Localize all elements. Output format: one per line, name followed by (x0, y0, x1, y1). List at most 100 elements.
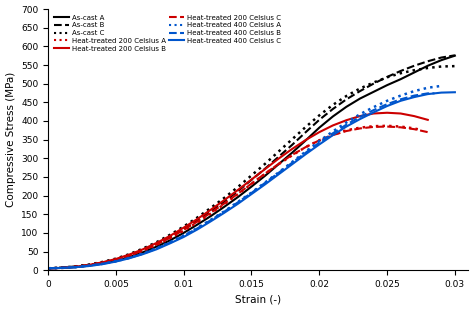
Heat-treated 400 Celsius C (221, 211, 227, 215)
Heat-treated 400 Celsius B (357, 115, 363, 119)
Line: Heat-treated 400 Celsius B: Heat-treated 400 Celsius B (48, 93, 435, 268)
As-cast C (235, 185, 241, 189)
As-cast C (384, 75, 390, 79)
Heat-treated 200 Celsius B (127, 253, 132, 256)
Heat-treated 400 Celsius C (167, 241, 173, 245)
Heat-treated 200 Celsius B (140, 247, 146, 251)
As-cast B (167, 236, 173, 239)
Heat-treated 400 Celsius B (330, 131, 336, 135)
Heat-treated 400 Celsius A (140, 251, 146, 255)
Heat-treated 200 Celsius B (371, 112, 376, 115)
Heat-treated 400 Celsius B (181, 234, 187, 238)
Line: As-cast B: As-cast B (48, 55, 455, 268)
As-cast B (59, 266, 64, 269)
Heat-treated 400 Celsius B (86, 264, 91, 268)
Heat-treated 400 Celsius B (208, 218, 214, 222)
As-cast A (167, 238, 173, 242)
As-cast B (276, 155, 282, 159)
Heat-treated 400 Celsius A (411, 89, 417, 93)
Heat-treated 400 Celsius B (425, 91, 430, 95)
Heat-treated 200 Celsius A (181, 229, 187, 232)
Heat-treated 400 Celsius C (276, 172, 282, 176)
As-cast A (100, 262, 105, 265)
Heat-treated 200 Celsius C (289, 153, 295, 157)
Heat-treated 400 Celsius B (73, 265, 78, 269)
As-cast C (398, 71, 403, 75)
Heat-treated 200 Celsius A (127, 254, 132, 258)
As-cast A (262, 174, 268, 178)
Heat-treated 400 Celsius C (154, 247, 159, 251)
As-cast C (45, 266, 51, 270)
Heat-treated 200 Celsius C (249, 182, 255, 185)
As-cast A (59, 266, 64, 270)
As-cast C (194, 216, 200, 219)
Heat-treated 200 Celsius C (113, 258, 118, 262)
Line: Heat-treated 200 Celsius A: Heat-treated 200 Celsius A (48, 126, 421, 268)
Heat-treated 400 Celsius B (100, 262, 105, 266)
Heat-treated 400 Celsius C (425, 92, 430, 96)
Heat-treated 200 Celsius C (303, 145, 309, 149)
As-cast A (452, 54, 458, 58)
Heat-treated 400 Celsius A (438, 84, 444, 88)
As-cast B (181, 227, 187, 231)
As-cast A (86, 264, 91, 268)
As-cast B (235, 189, 241, 193)
As-cast A (194, 223, 200, 227)
As-cast B (330, 107, 336, 111)
Heat-treated 200 Celsius C (59, 266, 64, 270)
Heat-treated 200 Celsius B (45, 266, 51, 270)
Heat-treated 400 Celsius C (140, 252, 146, 256)
As-cast A (249, 185, 255, 188)
As-cast A (276, 162, 282, 166)
Heat-treated 200 Celsius A (262, 172, 268, 176)
Heat-treated 400 Celsius B (221, 210, 227, 214)
Heat-treated 400 Celsius C (262, 183, 268, 186)
As-cast B (438, 56, 444, 60)
As-cast C (127, 252, 132, 256)
As-cast A (317, 126, 322, 130)
Heat-treated 200 Celsius A (167, 236, 173, 240)
Heat-treated 400 Celsius A (167, 240, 173, 244)
Heat-treated 400 Celsius C (45, 266, 51, 270)
Heat-treated 400 Celsius C (344, 125, 349, 128)
Heat-treated 200 Celsius B (100, 260, 105, 264)
Heat-treated 400 Celsius A (344, 121, 349, 124)
Line: As-cast A: As-cast A (48, 56, 455, 268)
Heat-treated 200 Celsius C (127, 254, 132, 258)
As-cast C (181, 225, 187, 228)
Heat-treated 400 Celsius C (371, 111, 376, 114)
Heat-treated 400 Celsius A (276, 170, 282, 174)
Heat-treated 400 Celsius A (425, 86, 430, 90)
Heat-treated 400 Celsius A (303, 150, 309, 153)
Heat-treated 400 Celsius B (167, 241, 173, 244)
Heat-treated 400 Celsius B (194, 227, 200, 230)
Heat-treated 200 Celsius B (154, 241, 159, 245)
Heat-treated 400 Celsius B (45, 266, 51, 270)
Heat-treated 400 Celsius A (235, 200, 241, 204)
As-cast C (167, 233, 173, 237)
Y-axis label: Compressive Stress (MPa): Compressive Stress (MPa) (6, 72, 16, 207)
Heat-treated 200 Celsius C (221, 202, 227, 205)
Heat-treated 400 Celsius B (411, 94, 417, 97)
Heat-treated 400 Celsius A (371, 105, 376, 109)
As-cast C (154, 240, 159, 244)
Line: Heat-treated 400 Celsius A: Heat-treated 400 Celsius A (48, 86, 441, 268)
Heat-treated 200 Celsius B (181, 226, 187, 229)
Heat-treated 400 Celsius C (411, 95, 417, 99)
As-cast C (452, 64, 458, 68)
As-cast B (411, 64, 417, 68)
As-cast C (289, 137, 295, 141)
As-cast C (208, 206, 214, 210)
Heat-treated 400 Celsius C (438, 91, 444, 95)
Heat-treated 200 Celsius C (208, 211, 214, 215)
Heat-treated 400 Celsius C (181, 235, 187, 239)
Heat-treated 400 Celsius C (208, 219, 214, 223)
Heat-treated 200 Celsius C (73, 265, 78, 269)
As-cast A (140, 250, 146, 254)
Heat-treated 200 Celsius A (45, 266, 51, 270)
As-cast C (113, 257, 118, 260)
Heat-treated 400 Celsius A (289, 160, 295, 164)
Heat-treated 400 Celsius A (330, 130, 336, 133)
As-cast C (59, 266, 64, 269)
Heat-treated 200 Celsius B (167, 234, 173, 238)
